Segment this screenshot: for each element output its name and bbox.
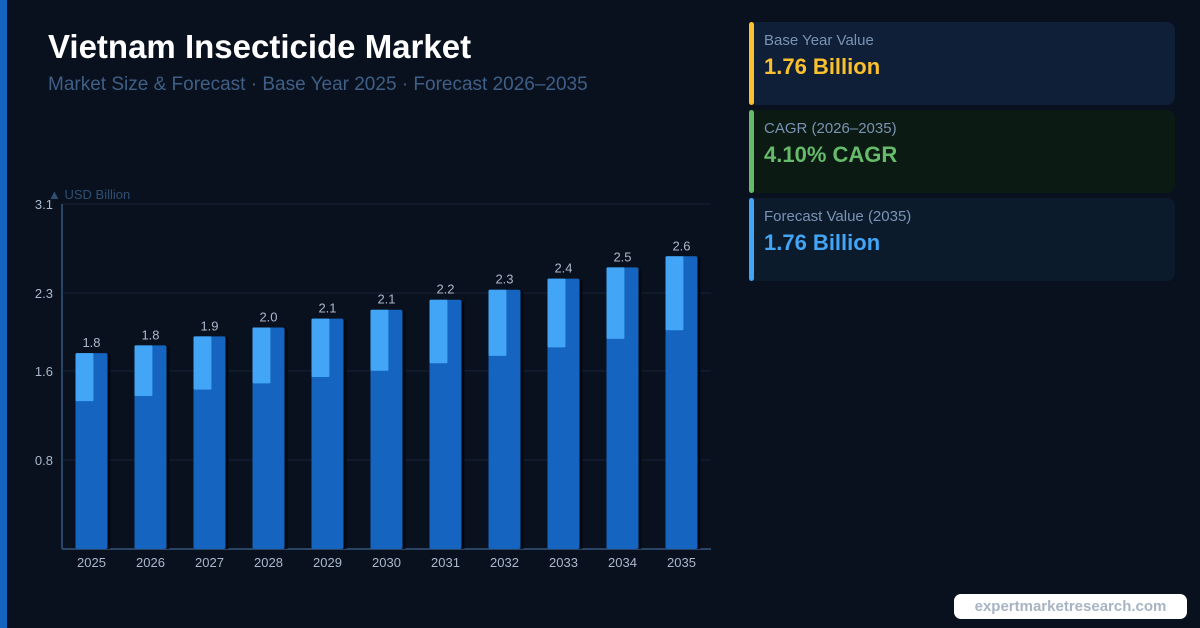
watermark-link[interactable]: expertmarketresearch.com xyxy=(954,594,1187,619)
bar-highlight xyxy=(370,309,389,371)
x-tick-label: 2027 xyxy=(195,555,224,570)
bar-highlight xyxy=(429,299,448,364)
forecast-label: Forecast Value (2035) xyxy=(764,208,912,225)
x-tick-label: 2033 xyxy=(549,555,578,570)
bar-value-label: 2.0 xyxy=(259,310,277,325)
page-title: Vietnam Insecticide Market xyxy=(48,28,472,65)
y-tick-label: 2.3 xyxy=(35,286,53,301)
x-tick-label: 2034 xyxy=(608,555,637,570)
x-tick-label: 2031 xyxy=(431,555,460,570)
y-tick-label: 0.8 xyxy=(35,453,53,468)
x-tick-label: 2028 xyxy=(254,555,283,570)
page-subtitle: Market Size & Forecast · Base Year 2025 … xyxy=(48,74,588,95)
forecast-card: Forecast Value (2035) 1.76 Billion xyxy=(749,198,1175,281)
bar-value-label: 2.2 xyxy=(436,282,454,297)
bar-chart: 0.8 1.6 2.3 3.1▲ USD Billion 1.8 2025 1.8 2026 1… xyxy=(35,187,711,570)
bar-value-label: 2.3 xyxy=(495,272,513,287)
base-year-card: Base Year Value 1.76 Billion xyxy=(749,22,1175,105)
x-tick-label: 2035 xyxy=(667,555,696,570)
bar xyxy=(75,353,108,549)
y-axis-label: ▲ USD Billion xyxy=(48,187,130,202)
bar-value-label: 2.5 xyxy=(613,249,631,264)
y-tick-label: 3.1 xyxy=(35,197,53,212)
x-tick-label: 2025 xyxy=(77,555,106,570)
bar-highlight xyxy=(488,289,507,356)
bar xyxy=(134,345,167,549)
bar-value-label: 1.9 xyxy=(200,318,218,333)
x-tick-label: 2032 xyxy=(490,555,519,570)
bar-value-label: 2.6 xyxy=(672,238,690,253)
bar-highlight xyxy=(252,327,271,384)
bar-highlight xyxy=(134,345,153,396)
cagr-label: CAGR (2026–2035) xyxy=(764,120,897,137)
bar-highlight xyxy=(193,336,212,390)
bar-value-label: 1.8 xyxy=(82,335,100,350)
bar-highlight xyxy=(606,267,625,339)
bar-value-label: 2.4 xyxy=(554,261,572,276)
card-accent xyxy=(749,22,754,105)
x-tick-label: 2026 xyxy=(136,555,165,570)
bar-highlight xyxy=(311,318,330,378)
y-tick-label: 1.6 xyxy=(35,364,53,379)
base-year-value: 1.76 Billion xyxy=(764,54,881,79)
cagr-value: 4.10% CAGR xyxy=(764,142,898,167)
bar-highlight xyxy=(547,278,566,348)
cagr-card: CAGR (2026–2035) 4.10% CAGR xyxy=(749,110,1175,193)
left-accent-bar xyxy=(0,0,7,628)
card-accent xyxy=(749,198,754,281)
forecast-value: 1.76 Billion xyxy=(764,230,881,255)
bar-value-label: 1.8 xyxy=(141,327,159,342)
bar-value-label: 2.1 xyxy=(318,301,336,316)
x-tick-label: 2030 xyxy=(372,555,401,570)
card-accent xyxy=(749,110,754,193)
bar-value-label: 2.1 xyxy=(377,292,395,307)
bar-highlight xyxy=(665,256,684,331)
x-tick-label: 2029 xyxy=(313,555,342,570)
base-year-label: Base Year Value xyxy=(764,32,874,49)
bar-highlight xyxy=(75,353,94,402)
